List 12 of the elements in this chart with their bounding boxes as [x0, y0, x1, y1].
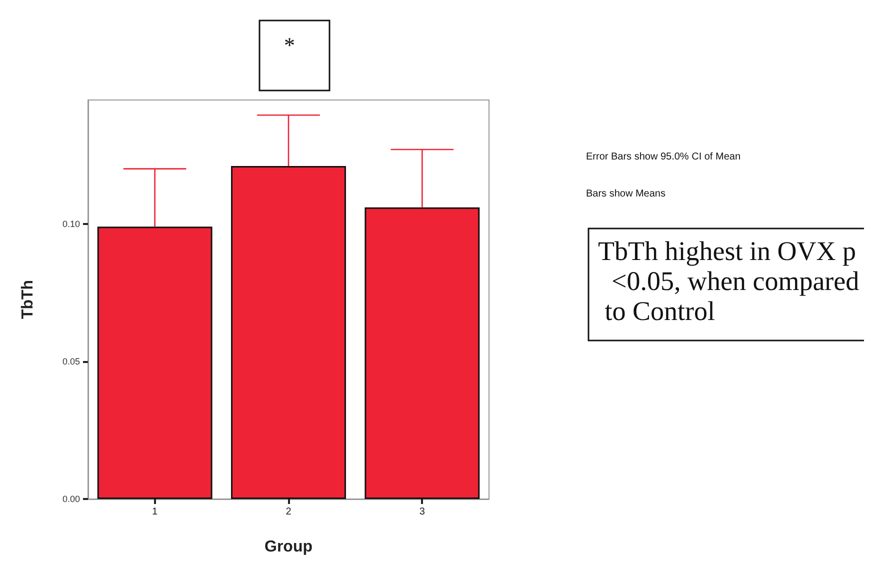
text: Bars show Means	[586, 188, 666, 200]
y-tick-label: 0.05	[62, 356, 80, 366]
x-tick-label: 2	[286, 506, 292, 518]
text: TbTh highest in OVX p <0.05, when compared to Control	[598, 236, 860, 326]
text: *	[284, 32, 295, 58]
y-tick-label: 0.00	[62, 494, 80, 504]
y-tick-label: 0.10	[62, 218, 80, 229]
x-axis-title: Group	[264, 538, 313, 556]
x-tick-label: 1	[152, 506, 158, 518]
text: Error Bars show 95.0% CI of Mean	[586, 152, 741, 162]
x-tick-label: 3	[419, 506, 426, 518]
y-axis-title: TbTh	[20, 280, 36, 320]
